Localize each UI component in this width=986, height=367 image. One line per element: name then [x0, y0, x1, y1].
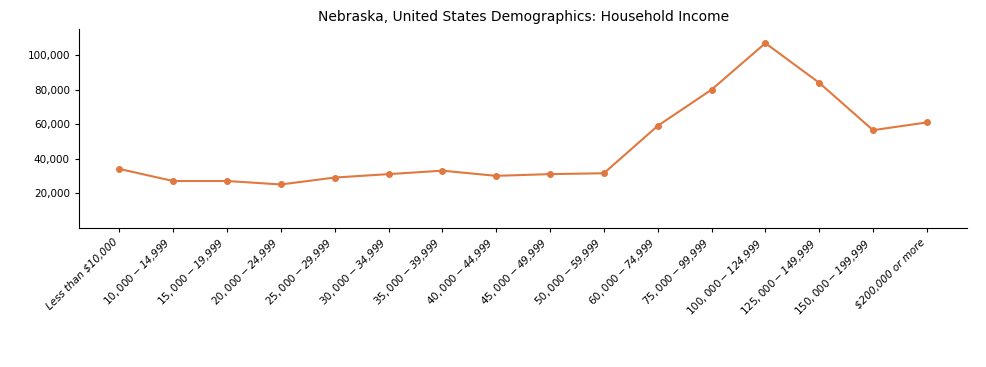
Title: Nebraska, United States Demographics: Household Income: Nebraska, United States Demographics: Ho… [317, 10, 728, 24]
